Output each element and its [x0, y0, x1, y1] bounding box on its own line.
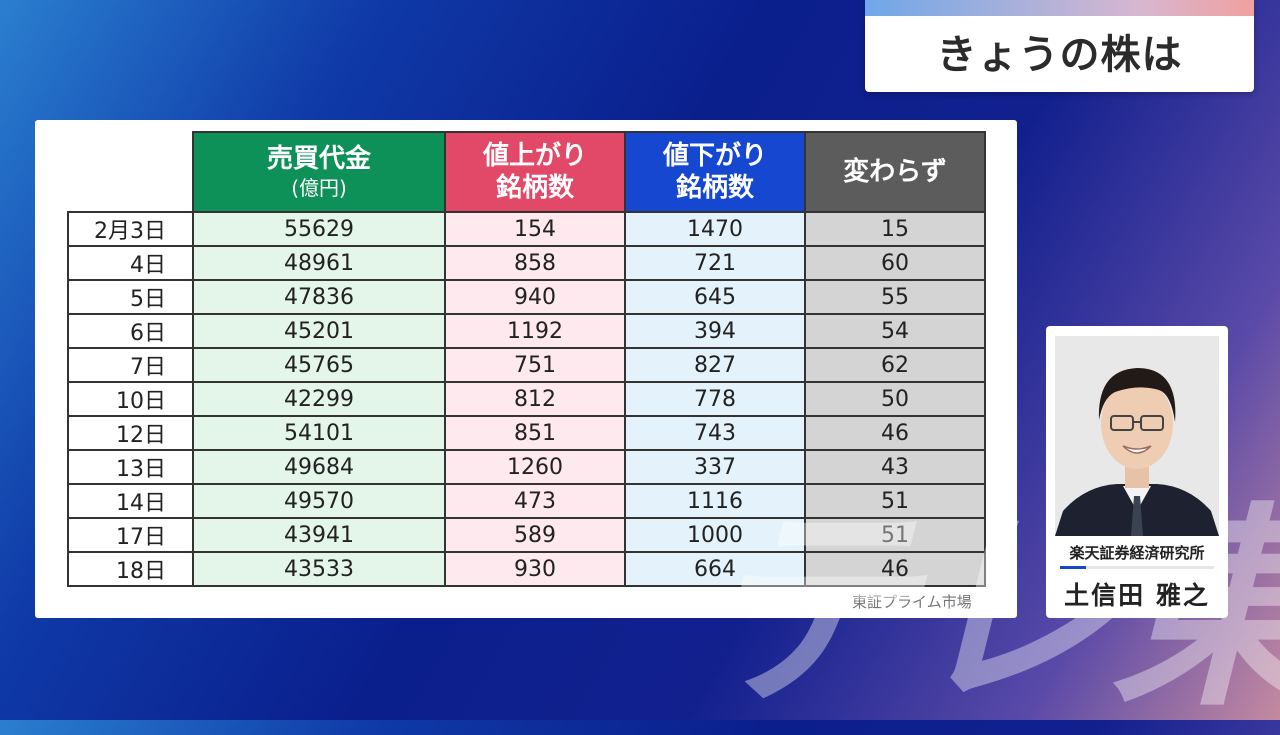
decliners-cell: 778: [624, 381, 806, 417]
unchanged-cell: 50: [804, 381, 986, 417]
unchanged-cell: 46: [804, 415, 986, 451]
advancers-cell: 589: [444, 517, 626, 553]
decliners-cell: 1470: [624, 211, 806, 247]
volume-cell: 49684: [192, 449, 446, 485]
table-row: 10日 42299 812 778 50: [67, 381, 986, 417]
advancers-cell: 154: [444, 211, 626, 247]
advancers-cell: 930: [444, 551, 626, 587]
source-label: 東証プライム市場: [852, 593, 972, 611]
decliners-cell: 743: [624, 415, 806, 451]
analyst-photo: [1055, 336, 1219, 536]
table-row: 18日 43533 930 664 46: [67, 551, 986, 587]
volume-cell: 45765: [192, 347, 446, 383]
volume-cell: 45201: [192, 313, 446, 349]
advancers-cell: 851: [444, 415, 626, 451]
header-advancers: 値上がり 銘柄数: [444, 131, 626, 213]
date-cell: 13日: [67, 449, 194, 485]
analyst-name: 土信田 雅之: [1064, 581, 1210, 610]
volume-cell: 54101: [192, 415, 446, 451]
decliners-cell: 1000: [624, 517, 806, 553]
header-advancers-line1: 値上がり: [482, 141, 587, 171]
header-decliners: 値下がり 銘柄数: [624, 131, 806, 213]
analyst-divider: [1060, 566, 1214, 569]
advancers-cell: 1260: [444, 449, 626, 485]
advancers-cell: 940: [444, 279, 626, 315]
decliners-cell: 664: [624, 551, 806, 587]
decliners-cell: 827: [624, 347, 806, 383]
date-cell: 10日: [67, 381, 194, 417]
analyst-portrait-image: [1055, 336, 1219, 536]
header-row: 売買代金 (億円) 値上がり 銘柄数 値下がり 銘柄数 変わらず: [68, 131, 986, 213]
decliners-cell: 721: [624, 245, 806, 281]
header-volume-unit: (億円): [291, 176, 347, 200]
table-row: 4日 48961 858 721 60: [67, 245, 986, 281]
table-row: 14日 49570 473 1116 51: [67, 483, 986, 519]
date-cell: 2月3日: [67, 211, 194, 247]
unchanged-cell: 62: [804, 347, 986, 383]
date-cell: 7日: [67, 347, 194, 383]
volume-cell: 48961: [192, 245, 446, 281]
header-unchanged: 変わらず: [804, 131, 986, 213]
date-cell: 17日: [67, 517, 194, 553]
analyst-firm: 楽天証券経済研究所: [1069, 544, 1205, 562]
volume-cell: 43941: [192, 517, 446, 553]
header-unchanged-label: 変わらず: [843, 157, 947, 187]
table-row: 2月3日 55629 154 1470 15: [67, 211, 986, 247]
date-cell: 6日: [67, 313, 194, 349]
header-volume-label: 売買代金: [266, 144, 371, 174]
header-corner: [68, 132, 193, 213]
unchanged-cell: 51: [804, 517, 986, 553]
unchanged-cell: 15: [804, 211, 986, 247]
decliners-cell: 337: [624, 449, 806, 485]
table-row: 5日 47836 940 645 55: [67, 279, 986, 315]
unchanged-cell: 43: [804, 449, 986, 485]
decliners-cell: 394: [624, 313, 806, 349]
page-title: きょうの株は: [936, 32, 1183, 78]
title-accent-strip: [865, 0, 1254, 16]
advancers-cell: 751: [444, 347, 626, 383]
unchanged-cell: 46: [804, 551, 986, 587]
date-cell: 12日: [67, 415, 194, 451]
date-cell: 18日: [67, 551, 194, 587]
title-card: きょうの株は: [865, 0, 1254, 92]
advancers-cell: 858: [444, 245, 626, 281]
table-row: 17日 43941 589 1000 51: [67, 517, 986, 553]
volume-cell: 47836: [192, 279, 446, 315]
volume-cell: 49570: [192, 483, 446, 519]
volume-cell: 42299: [192, 381, 446, 417]
header-decliners-line2: 銘柄数: [675, 173, 754, 203]
volume-cell: 55629: [192, 211, 446, 247]
table-row: 12日 54101 851 743 46: [67, 415, 986, 451]
header-decliners-line1: 値下がり: [662, 141, 767, 171]
advancers-cell: 473: [444, 483, 626, 519]
decliners-cell: 645: [624, 279, 806, 315]
unchanged-cell: 55: [804, 279, 986, 315]
header-volume: 売買代金 (億円): [192, 131, 446, 213]
advancers-cell: 812: [444, 381, 626, 417]
table-row: 7日 45765 751 827 62: [67, 347, 986, 383]
volume-cell: 43533: [192, 551, 446, 587]
unchanged-cell: 51: [804, 483, 986, 519]
date-cell: 4日: [67, 245, 194, 281]
unchanged-cell: 54: [804, 313, 986, 349]
advancers-cell: 1192: [444, 313, 626, 349]
date-cell: 14日: [67, 483, 194, 519]
analyst-card: 楽天証券経済研究所 土信田 雅之: [1046, 326, 1228, 618]
decliners-cell: 1116: [624, 483, 806, 519]
date-cell: 5日: [67, 279, 194, 315]
table-row: 6日 45201 1192 394 54: [67, 313, 986, 349]
header-advancers-line2: 銘柄数: [495, 173, 574, 203]
market-stats-table: 売買代金 (億円) 値上がり 銘柄数 値下がり 銘柄数 変わらず 2月3日 556…: [67, 131, 986, 587]
table-row: 13日 49684 1260 337 43: [67, 449, 986, 485]
unchanged-cell: 60: [804, 245, 986, 281]
